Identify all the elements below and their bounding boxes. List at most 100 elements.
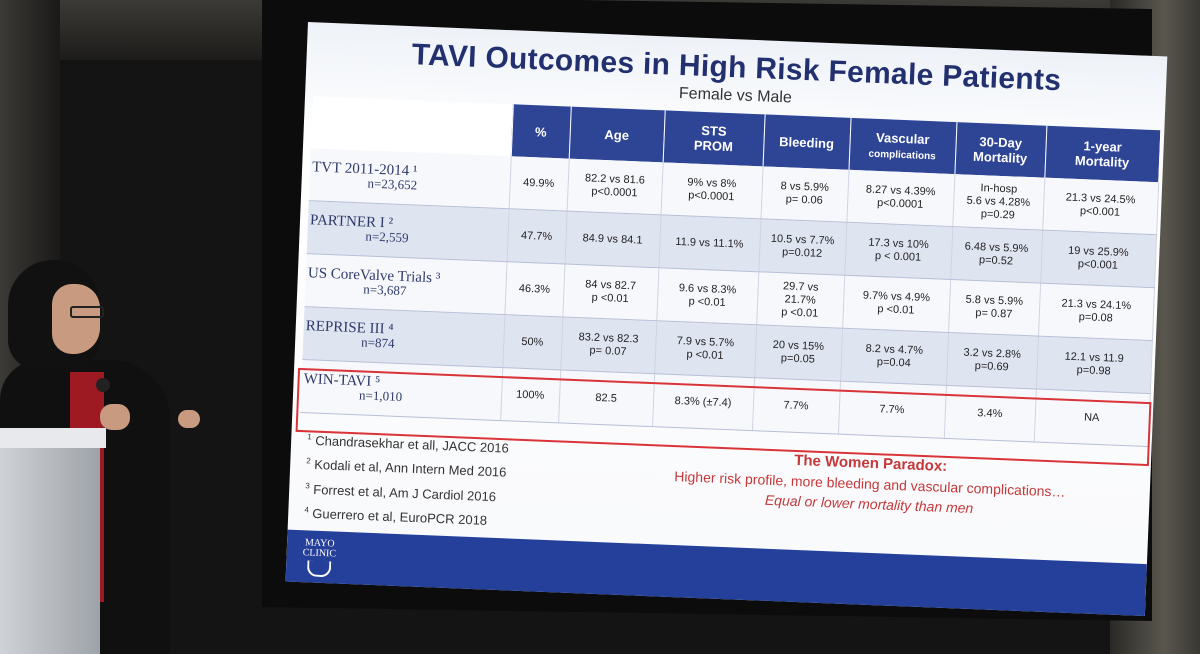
vascular-p: p=0.04: [876, 356, 911, 370]
pct-cell: 50%: [502, 314, 563, 370]
age-p: p <0.01: [591, 291, 629, 306]
age-p: p<0.0001: [591, 185, 638, 200]
trial-cell: REPRISE III ⁴ n=874: [302, 306, 505, 368]
sts-cell: 7.9 vs 5.7% p <0.01: [654, 320, 757, 378]
age-cell: 82.2 vs 81.6 p<0.0001: [566, 158, 663, 215]
reference-number: 2: [306, 456, 312, 466]
mort1y-cell: 21.3 vs 24.1% p=0.08: [1037, 283, 1155, 341]
sts-p: p <0.01: [686, 348, 724, 362]
mort1y-p: p<0.001: [1077, 258, 1119, 272]
header-age: Age: [568, 106, 665, 163]
sts-value: 9% vs 8%: [687, 176, 737, 191]
bleeding-value: 29.7 vs: [782, 279, 819, 294]
age-value: 82.2 vs 81.6: [584, 172, 646, 187]
podium: [0, 430, 100, 654]
mort30-cell: 6.48 vs 5.9% p=0.52: [950, 226, 1043, 284]
presenter-face: [52, 284, 100, 354]
vascular-p: p<0.0001: [876, 196, 924, 211]
vascular-cell: 9.7% vs 4.9% p <0.01: [842, 275, 951, 333]
shield-icon: [306, 560, 332, 578]
bleeding-cell: 10.5 vs 7.7% p=0.012: [758, 218, 847, 276]
header-1year-line1: 1-year: [1083, 138, 1123, 155]
age-cell: 84 vs 82.7 p <0.01: [562, 263, 659, 321]
mort1y-value: 12.1 vs 11.9: [1064, 350, 1124, 366]
mort1y-p: p<0.001: [1079, 205, 1121, 219]
pct-cell: 46.3%: [504, 261, 565, 317]
header-pct: %: [510, 104, 571, 159]
glasses-icon: [70, 306, 104, 318]
header-sts-line1: STS: [701, 122, 727, 139]
bleeding-value: 10.5 vs 7.7%: [770, 232, 835, 248]
header-vascular-line1: Vascular: [875, 129, 930, 148]
age-cell: 84.9 vs 84.1: [564, 211, 661, 268]
pct-cell: 49.9%: [508, 156, 569, 212]
microphone-icon: [96, 378, 110, 392]
mort1y-value: 19 vs 25.9%: [1067, 244, 1129, 260]
trial-cell: PARTNER I ² n=2,559: [306, 200, 509, 262]
mort30-p: p=0.69: [974, 360, 1009, 374]
presentation-slide: TAVI Outcomes in High Risk Female Patien…: [285, 22, 1168, 617]
sts-cell: 11.9 vs 11.1%: [658, 214, 761, 272]
mort1y-cell: 19 vs 25.9% p<0.001: [1040, 230, 1157, 288]
mort30-cell: 3.2 vs 2.8% p=0.69: [945, 332, 1038, 390]
sts-value: 9.6 vs 8.3%: [678, 282, 737, 297]
bleeding-value: 8 vs 5.9%: [780, 180, 830, 195]
mort30-cell: In-hosp 5.6 vs 4.28% p=0.29: [952, 174, 1045, 231]
presenter-hand-remote: [178, 410, 200, 428]
mort30-qualifier: In-hosp: [980, 181, 1018, 196]
header-30day-line2: Mortality: [972, 148, 1028, 166]
mort30-cell: 5.8 vs 5.9% p= 0.87: [948, 279, 1041, 337]
reference-number: 3: [305, 480, 311, 491]
vascular-value: 8.27 vs 4.39%: [865, 183, 936, 199]
header-sts: STS PROM: [662, 110, 765, 167]
sts-p: p <0.01: [688, 295, 726, 309]
header-vascular-line2: complications: [868, 148, 936, 163]
mort30-value: 5.6 vs 4.28%: [966, 194, 1031, 209]
age-value: 84 vs 82.7: [585, 278, 637, 293]
vascular-cell: 8.27 vs 4.39% p<0.0001: [846, 169, 955, 227]
mort1y-p: p=0.98: [1076, 364, 1111, 378]
mort1y-p: p=0.08: [1078, 311, 1113, 325]
vascular-cell: 8.2 vs 4.7% p=0.04: [840, 328, 949, 386]
header-sts-line2: PROM: [693, 137, 734, 155]
presenter-hand: [100, 404, 130, 430]
header-1year-line2: Mortality: [1074, 152, 1130, 171]
sts-cell: 9.6 vs 8.3% p <0.01: [656, 267, 759, 325]
sts-value: 7.9 vs 5.7%: [676, 335, 735, 350]
podium-top: [0, 428, 106, 448]
sts-value: 11.9 vs 11.1%: [675, 235, 744, 251]
header-vascular: Vascular complications: [848, 117, 957, 175]
header-bleeding: Bleeding: [762, 114, 851, 170]
header-30day: 30-Day Mortality: [954, 122, 1047, 178]
mort30-value: 5.8 vs 5.9%: [965, 293, 1024, 308]
header-1year: 1-year Mortality: [1044, 125, 1161, 183]
bleeding-p: p=0.012: [781, 246, 823, 260]
bleeding-p: p <0.01: [780, 305, 819, 320]
reference-number: 4: [304, 505, 310, 515]
header-30day-line1: 30-Day: [979, 134, 1023, 151]
mort1y-value: 21.3 vs 24.1%: [1061, 297, 1132, 313]
mort30-p: p=0.29: [980, 207, 1016, 222]
bleeding-p: p= 0.06: [785, 193, 823, 207]
bleeding-p: p=0.05: [780, 352, 816, 366]
bleeding-cell: 8 vs 5.9% p= 0.06: [760, 166, 849, 223]
age-value: 83.2 vs 82.3: [578, 331, 639, 346]
mort1y-cell: 21.3 vs 24.5% p<0.001: [1042, 177, 1159, 235]
mort1y-cell: 12.1 vs 11.9 p=0.98: [1035, 336, 1152, 394]
mayo-clinic-logo: MAYO CLINIC: [302, 537, 337, 578]
header-blank: [310, 96, 513, 157]
bleeding-cell: 20 vs 15% p=0.05: [754, 324, 843, 382]
bleeding-value: 20 vs 15%: [772, 338, 825, 353]
vascular-value: 8.2 vs 4.7%: [865, 342, 924, 357]
vascular-p: p <0.01: [877, 303, 915, 317]
age-value: 84.9 vs 84.1: [582, 231, 643, 247]
age-p: p= 0.07: [589, 344, 627, 359]
vascular-p: p < 0.001: [874, 249, 922, 264]
mort30-p: p=0.52: [978, 254, 1014, 268]
mort30-value: 6.48 vs 5.9%: [964, 240, 1029, 256]
mort30-value: 3.2 vs 2.8%: [963, 346, 1022, 361]
bleeding-value-2: 21.7%: [784, 292, 817, 307]
trial-cell: TVT 2011-2014 ¹ n=23,652: [308, 148, 511, 209]
age-cell: 83.2 vs 82.3 p= 0.07: [560, 316, 657, 374]
vascular-cell: 17.3 vs 10% p < 0.001: [844, 222, 953, 280]
